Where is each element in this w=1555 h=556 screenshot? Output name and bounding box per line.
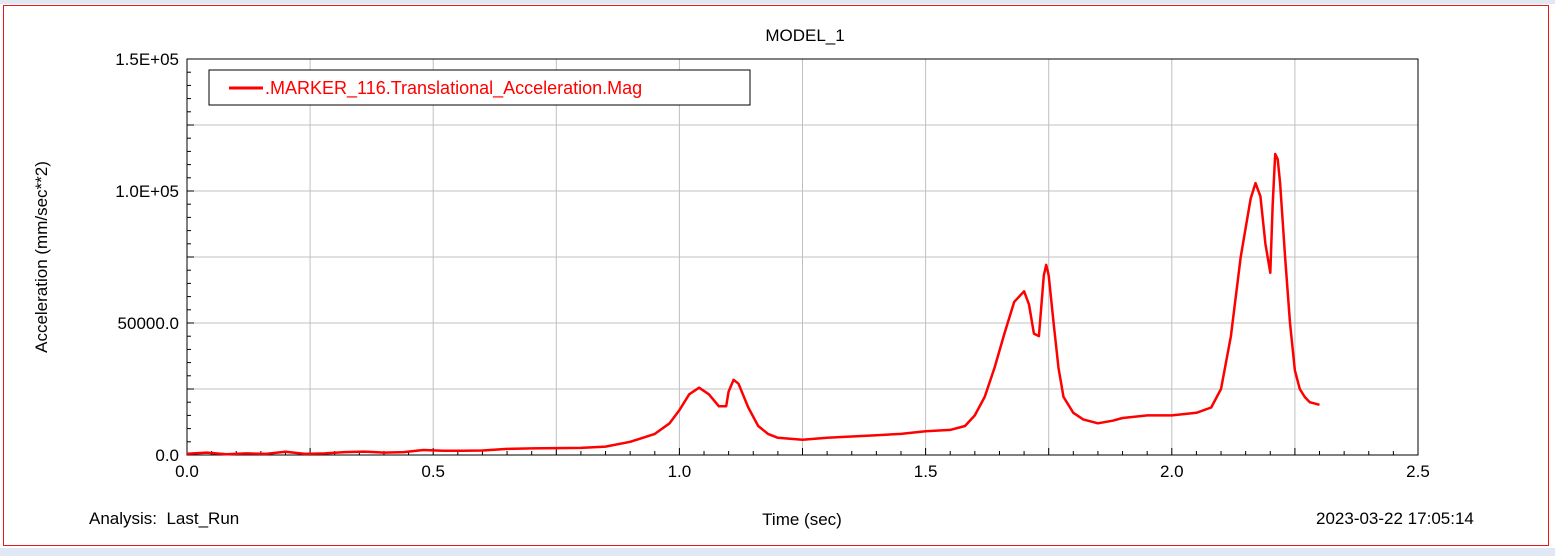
x-axis-label: Time (sec)	[762, 510, 842, 529]
timestamp-label: 2023-03-22 17:05:14	[1316, 509, 1474, 528]
plot-area-border	[186, 58, 1419, 456]
x-tick-label: 0.0	[175, 462, 199, 481]
legend[interactable]: .MARKER_116.Translational_Acceleration.M…	[208, 69, 751, 106]
x-tick-label: 0.5	[421, 462, 445, 481]
window-top-edge	[0, 0, 1555, 4]
grid-lines	[187, 59, 1418, 455]
x-tick-label: 2.0	[1160, 462, 1184, 481]
y-tick-labels: 0.0 50000.0 1.0E+05 1.5E+05	[115, 50, 179, 465]
y-tick-label: 1.0E+05	[115, 182, 179, 201]
legend-entry: .MARKER_116.Translational_Acceleration.M…	[265, 78, 642, 99]
y-tick-label: 1.5E+05	[115, 50, 179, 69]
x-tick-label: 2.5	[1406, 462, 1430, 481]
chart-title: MODEL_1	[765, 26, 844, 45]
series-layer	[186, 152, 1320, 456]
x-tick-labels: 0.0 0.5 1.0 1.5 2.0 2.5	[175, 462, 1430, 481]
x-tick-label: 1.5	[914, 462, 938, 481]
window-bottom-edge	[0, 548, 1555, 556]
legend-box	[208, 69, 751, 106]
y-tick-label: 0.0	[155, 446, 179, 465]
analysis-label: Analysis: Last_Run	[89, 509, 240, 528]
x-tick-label: 1.0	[668, 462, 692, 481]
series-line	[186, 152, 1320, 456]
y-axis-label: Acceleration (mm/sec**2)	[32, 161, 51, 353]
y-tick-label: 50000.0	[118, 314, 179, 333]
